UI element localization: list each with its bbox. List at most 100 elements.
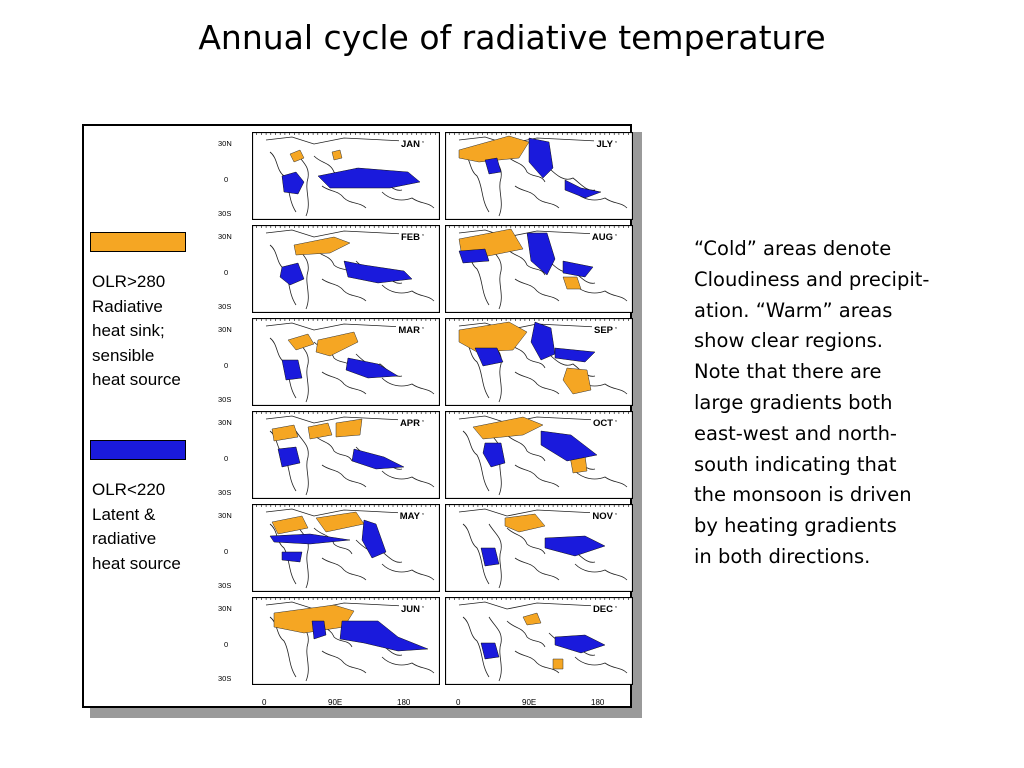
cold-region	[458, 248, 490, 264]
warm-region	[522, 612, 542, 626]
contour-line	[514, 278, 560, 302]
cold-region	[540, 430, 598, 462]
note-line: by heating gradients	[694, 514, 897, 538]
contour-line	[574, 284, 628, 302]
month-label: MAR	[396, 325, 422, 336]
lon-label: 180	[591, 698, 605, 707]
contour-line	[381, 563, 435, 581]
contour-line	[295, 523, 309, 589]
warm-region	[335, 418, 363, 438]
map-panel-nov: NOV	[445, 504, 633, 592]
contour-line	[321, 185, 367, 209]
cold-region	[311, 620, 327, 640]
warm-region	[458, 321, 528, 353]
contour-line	[506, 527, 546, 555]
cold-region	[554, 634, 606, 654]
explanation-note: “Cold” areas denote Cloudiness and preci…	[694, 234, 929, 573]
note-line: “Cold” areas denote	[694, 237, 892, 260]
warm-region	[552, 658, 564, 670]
contour-line	[265, 229, 425, 238]
lon-label: 90E	[328, 698, 343, 707]
contour-line	[381, 377, 435, 395]
cold-region	[528, 137, 554, 179]
contour-line	[313, 434, 353, 462]
warm-region	[315, 331, 359, 357]
cold-region	[562, 260, 594, 278]
map-panel-jly: JLY	[445, 132, 633, 220]
map-canvas	[445, 318, 633, 406]
lat-label: 30S	[218, 581, 232, 590]
warm-region	[289, 149, 305, 163]
month-label: JLY	[594, 139, 615, 150]
cold-legend-line: Latent &	[92, 504, 156, 524]
map-panel-aug: AUG	[445, 225, 633, 313]
contour-line	[574, 656, 628, 674]
warm-legend-line: heat source	[92, 370, 181, 389]
cold-legend-text: OLR<220 Latent & radiative heat source	[92, 478, 181, 576]
warm-swatch	[90, 232, 186, 252]
map-panel-sep: SEP	[445, 318, 633, 406]
cold-region	[544, 535, 606, 557]
cold-swatch	[90, 440, 186, 460]
contour-line	[381, 656, 435, 674]
warm-legend-line: sensible	[92, 345, 155, 365]
warm-region	[472, 416, 544, 440]
lat-label: 30S	[218, 674, 232, 683]
contour-line	[506, 434, 546, 462]
cold-region	[269, 533, 351, 545]
contour-line	[321, 278, 367, 302]
contour-line	[462, 616, 490, 678]
cold-region	[526, 232, 556, 276]
month-label: AUG	[589, 232, 615, 243]
month-label: MAY	[397, 511, 422, 522]
map-canvas	[252, 597, 440, 685]
contour-line	[295, 151, 309, 217]
contour-line	[321, 371, 367, 395]
contour-line	[506, 620, 546, 648]
contour-line	[488, 616, 502, 682]
lat-label: 0	[224, 547, 229, 556]
month-label: SEP	[591, 325, 615, 336]
month-label: FEB	[399, 232, 422, 243]
note-line: in both directions.	[694, 544, 871, 568]
cold-region	[474, 347, 504, 367]
lon-label: 0	[262, 698, 267, 707]
map-panel-may: MAY	[252, 504, 440, 592]
cold-region	[339, 620, 429, 652]
cold-region	[361, 519, 387, 559]
lon-label: 0	[456, 698, 461, 707]
warm-legend-text: OLR>280 Radiative heat sink; sensible he…	[92, 270, 181, 393]
note-line: Cloudiness and precipit-	[694, 267, 930, 291]
contour-line	[313, 527, 353, 555]
contour-line	[514, 650, 560, 674]
map-canvas	[252, 225, 440, 313]
lat-label: 0	[224, 640, 229, 649]
slide-title: Annual cycle of radiative temperature	[198, 18, 826, 57]
contour-line	[506, 248, 546, 276]
contour-line	[462, 523, 490, 585]
lat-label: 0	[224, 454, 229, 463]
cold-region	[564, 179, 602, 199]
contour-line	[381, 470, 435, 488]
contour-line	[321, 557, 367, 581]
contour-line	[458, 508, 618, 517]
warm-legend-line: Radiative	[92, 296, 163, 316]
contour-line	[321, 464, 367, 488]
warm-region	[331, 149, 343, 161]
warm-region	[287, 333, 315, 351]
map-panel-jun: JUN	[252, 597, 440, 685]
contour-line	[265, 136, 425, 145]
cold-region	[351, 448, 405, 470]
warm-legend-line: OLR>280	[92, 272, 166, 291]
cold-region	[281, 171, 305, 195]
map-panel-oct: OCT	[445, 411, 633, 499]
lat-label: 0	[224, 361, 229, 370]
contour-line	[295, 430, 309, 496]
map-panel-dec: DEC	[445, 597, 633, 685]
warm-region	[271, 515, 309, 535]
contour-line	[265, 415, 425, 424]
contour-line	[458, 229, 618, 238]
contour-line	[506, 155, 546, 183]
contour-line	[548, 353, 596, 377]
contour-line	[514, 464, 560, 488]
